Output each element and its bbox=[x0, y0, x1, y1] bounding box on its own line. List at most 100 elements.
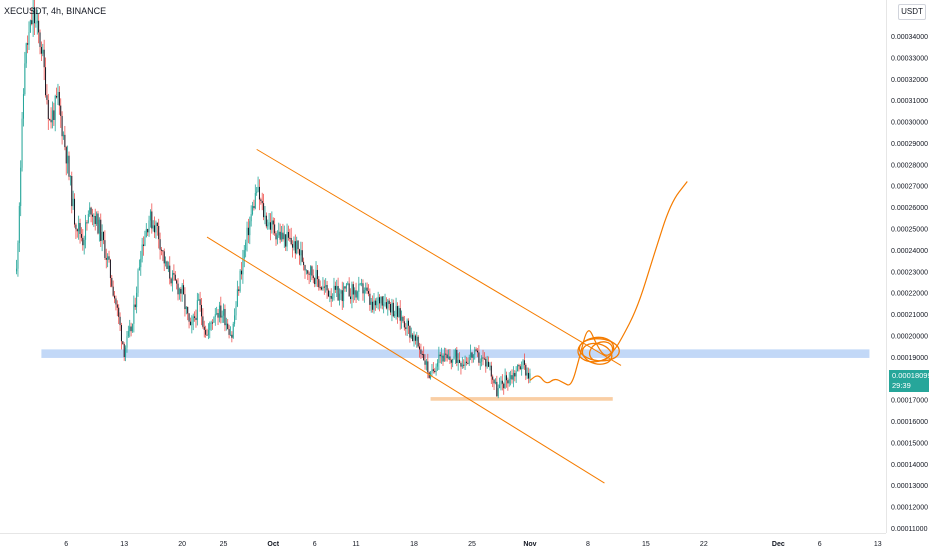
candle-body bbox=[477, 350, 479, 353]
candle-body bbox=[108, 256, 110, 260]
candle-body bbox=[390, 303, 392, 313]
candle-body bbox=[376, 300, 378, 306]
scribble-circle bbox=[588, 341, 614, 362]
candle-body bbox=[257, 186, 259, 192]
candle-body bbox=[472, 354, 474, 358]
candle-body bbox=[40, 46, 42, 54]
candle-body bbox=[67, 155, 69, 164]
candle-body bbox=[75, 224, 77, 230]
candle-body bbox=[517, 365, 519, 372]
candle-body bbox=[377, 297, 379, 301]
candle-body bbox=[421, 353, 423, 355]
candle-body bbox=[138, 267, 140, 271]
candle-body bbox=[424, 360, 426, 365]
candle-body bbox=[123, 344, 125, 358]
candle-body bbox=[46, 95, 48, 100]
candle-body bbox=[18, 206, 20, 243]
candle-body bbox=[355, 290, 357, 298]
candle-body bbox=[523, 360, 525, 365]
price-tick-label: 0.00012000 bbox=[891, 505, 928, 512]
candle-body bbox=[125, 347, 127, 358]
candle-body bbox=[405, 327, 407, 329]
candle-body bbox=[62, 134, 64, 137]
candle-body bbox=[413, 335, 415, 342]
candle-body bbox=[43, 49, 45, 68]
candle-body bbox=[68, 155, 70, 177]
candle-body bbox=[336, 286, 338, 290]
candle-body bbox=[39, 32, 41, 47]
candle-body bbox=[366, 287, 368, 292]
candle-body bbox=[419, 346, 421, 350]
candle-body bbox=[395, 306, 397, 315]
currency-unit-badge[interactable]: USDT bbox=[898, 4, 926, 20]
candle-body bbox=[341, 290, 343, 302]
candle-body bbox=[261, 200, 263, 204]
price-tick-label: 0.00034000 bbox=[891, 34, 928, 41]
candle-body bbox=[423, 354, 425, 361]
candle-body bbox=[235, 306, 237, 316]
candle-body bbox=[250, 214, 252, 222]
candle-body bbox=[160, 249, 162, 251]
candle-body bbox=[304, 265, 306, 271]
candle-body bbox=[465, 361, 467, 363]
candle-body bbox=[72, 198, 74, 207]
time-scale[interactable]: 6 13 20 25 Oct 6 11 18 25 Nov 8 15 22 Dec 6 13 bbox=[0, 533, 886, 551]
candle-body bbox=[434, 370, 436, 373]
price-tick-label: 0.00032000 bbox=[891, 77, 928, 84]
candle-body bbox=[504, 375, 506, 389]
candle-body bbox=[467, 362, 469, 364]
candle-body bbox=[450, 359, 452, 363]
candle-body bbox=[194, 316, 196, 318]
candle-body bbox=[227, 323, 229, 330]
candle-body bbox=[258, 186, 260, 200]
candle-body bbox=[449, 356, 451, 360]
candle-body bbox=[385, 302, 387, 309]
candle-body bbox=[252, 205, 254, 215]
candle-body bbox=[34, 7, 36, 24]
candle-body bbox=[363, 290, 365, 294]
candle-body bbox=[242, 258, 244, 275]
candle-body bbox=[107, 256, 109, 260]
candle-body bbox=[143, 244, 145, 246]
candle-body bbox=[238, 289, 240, 291]
candle-body bbox=[65, 147, 67, 164]
candle-body bbox=[82, 237, 84, 246]
candle-body bbox=[310, 266, 312, 275]
candle-body bbox=[470, 352, 472, 358]
candle-body bbox=[511, 375, 513, 380]
candle-body bbox=[111, 278, 113, 287]
time-tick-label: 6 bbox=[313, 541, 317, 548]
candle-body bbox=[217, 313, 219, 318]
candle-body bbox=[74, 198, 76, 225]
candle-body bbox=[456, 349, 458, 363]
candle-body bbox=[165, 261, 167, 264]
candle-body bbox=[475, 349, 477, 351]
candle-body bbox=[21, 118, 23, 168]
candle-body bbox=[500, 380, 502, 385]
candle-body bbox=[436, 362, 438, 367]
candle-body bbox=[207, 329, 209, 336]
candle-body bbox=[485, 358, 487, 367]
candle-body bbox=[96, 213, 98, 224]
candle-body bbox=[402, 316, 404, 322]
candle-body bbox=[187, 307, 189, 314]
candle-body bbox=[223, 308, 225, 316]
candle-body bbox=[281, 232, 283, 240]
candle-body bbox=[359, 283, 361, 285]
candle-body bbox=[373, 300, 375, 310]
candle-body bbox=[318, 279, 320, 288]
price-tick-label: 0.00016000 bbox=[891, 419, 928, 426]
candle-body bbox=[120, 325, 122, 342]
candle-body bbox=[362, 283, 364, 294]
price-tick-label: 0.00013000 bbox=[891, 483, 928, 490]
candle-body bbox=[512, 373, 514, 380]
time-tick-label: Nov bbox=[523, 541, 536, 548]
price-tick-label: 0.00033000 bbox=[891, 55, 928, 62]
price-scale[interactable]: 0.00034000 0.00033000 0.00032000 0.00031000… bbox=[886, 0, 932, 533]
candle-body bbox=[260, 199, 262, 201]
candle-body bbox=[256, 191, 258, 194]
time-tick-label: 22 bbox=[700, 541, 708, 548]
candle-body bbox=[285, 234, 287, 247]
